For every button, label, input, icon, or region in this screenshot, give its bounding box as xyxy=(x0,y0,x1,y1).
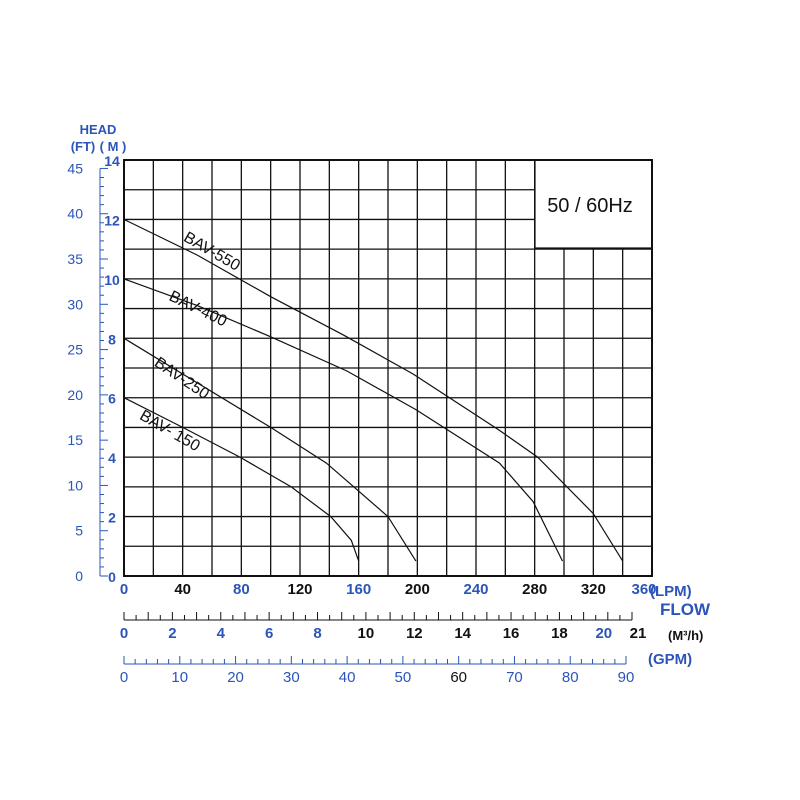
x-tick-label-m3h: 2 xyxy=(168,625,176,642)
plot-frame xyxy=(123,159,653,577)
x-tick-label-gpm: 20 xyxy=(227,669,244,686)
flow-label: FLOW xyxy=(660,600,711,619)
x-tick-label-m3h: 14 xyxy=(454,625,471,642)
y-tick-label-m: 0 xyxy=(108,569,116,585)
x-tick-label-lpm: 360 xyxy=(631,581,656,598)
x-tick-label-gpm: 50 xyxy=(395,669,412,686)
x-tick-label-gpm: 40 xyxy=(339,669,356,686)
x-tick-label-lpm: 200 xyxy=(405,581,430,598)
y-tick-label-m: 12 xyxy=(104,212,120,228)
curves xyxy=(123,218,624,562)
y-tick-label-ft: 0 xyxy=(75,568,83,584)
x-tick-label-gpm: 10 xyxy=(171,669,188,686)
x-tick-label-m3h: 8 xyxy=(313,625,321,642)
y-tick-label-m: 6 xyxy=(108,391,116,407)
y-tick-label-ft: 35 xyxy=(67,251,83,267)
x-tick-label-m3h: 10 xyxy=(358,625,375,642)
y-tick-label-ft: 20 xyxy=(67,387,83,403)
x-tick-label-lpm: 80 xyxy=(233,581,250,598)
x-tick-label-lpm: 240 xyxy=(463,581,488,598)
y-tick-label-ft: 5 xyxy=(75,523,83,539)
frequency-badge: 50 / 60Hz xyxy=(534,159,653,249)
y-tick-label-m: 8 xyxy=(108,331,116,347)
curve-bav-400 xyxy=(123,278,564,562)
y-tick-label-m: 14 xyxy=(104,153,120,169)
ft-unit-label: (FT) xyxy=(71,139,96,154)
x-tick-label-m3h: 20 xyxy=(595,625,612,642)
x-tick-label-gpm: 70 xyxy=(506,669,523,686)
x-tick-label-gpm: 90 xyxy=(618,669,635,686)
x-tick-label-gpm: 60 xyxy=(450,669,467,686)
y-tick-label-m: 2 xyxy=(108,510,116,526)
y-tick-label-ft: 15 xyxy=(67,432,83,448)
y-tick-label-ft: 25 xyxy=(67,342,83,358)
head-label: HEAD xyxy=(80,122,117,137)
x-tick-label-lpm: 0 xyxy=(120,581,128,598)
curve-label: BAV-250 xyxy=(151,354,212,403)
x-tick-label-m3h: 21 xyxy=(630,625,647,642)
curve-label: BAV- 150 xyxy=(137,407,203,455)
x-tick-label-m3h: 6 xyxy=(265,625,273,642)
curve-bav-550 xyxy=(123,218,624,562)
y-tick-label-ft: 45 xyxy=(67,160,83,176)
x-tick-label-lpm: 160 xyxy=(346,581,371,598)
curve-bav-150 xyxy=(123,397,360,562)
y-tick-label-ft: 30 xyxy=(67,296,83,312)
gpm-unit-label: (GPM) xyxy=(648,651,692,668)
x-tick-label-lpm: 120 xyxy=(287,581,312,598)
x-tick-label-gpm: 30 xyxy=(283,669,300,686)
x-tick-label-lpm: 40 xyxy=(174,581,191,598)
m-unit-label: ( M ) xyxy=(100,139,127,154)
x-tick-label-m3h: 18 xyxy=(551,625,568,642)
x-tick-label-m3h: 12 xyxy=(406,625,423,642)
curve-bav-250 xyxy=(123,337,417,562)
x-tick-label-m3h: 4 xyxy=(217,625,226,642)
y-tick-label-ft: 10 xyxy=(67,477,83,493)
frequency-label: 50 / 60Hz xyxy=(547,195,633,217)
m3h-unit-label: (M³/h) xyxy=(668,628,703,643)
y-tick-label-m: 4 xyxy=(108,450,116,466)
lpm-unit-label: (LPM) xyxy=(650,583,692,600)
grid xyxy=(123,159,653,577)
x-tick-label-m3h: 16 xyxy=(503,625,520,642)
y-tick-label-ft: 40 xyxy=(67,206,83,222)
y-tick-label-m: 10 xyxy=(104,272,120,288)
x-tick-label-lpm: 280 xyxy=(522,581,547,598)
x-tick-label-m3h: 0 xyxy=(120,625,128,642)
x-tick-label-gpm: 0 xyxy=(120,669,128,686)
x-tick-label-lpm: 320 xyxy=(581,581,606,598)
x-tick-label-gpm: 80 xyxy=(562,669,579,686)
